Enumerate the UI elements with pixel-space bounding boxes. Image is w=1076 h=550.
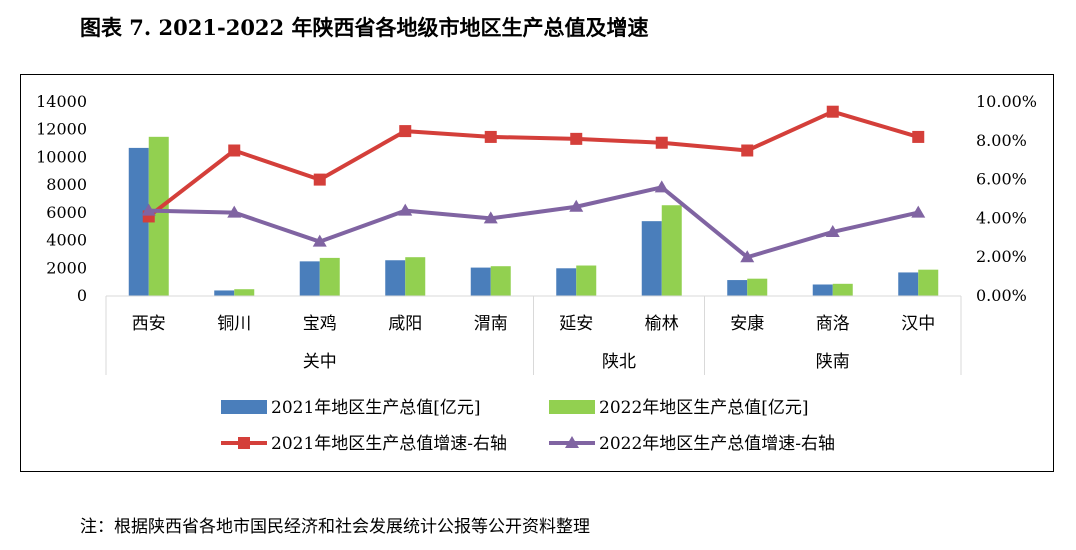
marker-2022-growth [398, 203, 413, 216]
category-label: 宝鸡 [303, 314, 337, 334]
marker-2021-growth [826, 105, 839, 118]
bar-2022 [661, 205, 682, 296]
left-axis-tick-label: 14000 [36, 92, 87, 111]
bar-2022 [576, 265, 597, 296]
bar-2022 [405, 257, 426, 296]
line-2021-growth [147, 109, 919, 219]
marker-2021-growth [741, 144, 754, 157]
marker-2021-growth [570, 132, 583, 145]
category-label: 安康 [730, 314, 764, 334]
right-axis-tick-label: 4.00% [976, 208, 1027, 227]
right-axis-tick-label: 0.00% [976, 286, 1027, 305]
legend-label: 2022年地区生产总值增速-右轴 [599, 434, 835, 454]
bar-2022 [319, 257, 340, 296]
combo-chart: 0 2000 4000 6000 8000 10000 12000 14000 0.00% 2.0… [36, 92, 1037, 454]
group-label: 关中 [303, 352, 337, 372]
left-axis-tick-label: 0 [77, 286, 87, 305]
bar-2022 [490, 266, 511, 296]
bar-2021 [470, 267, 491, 296]
group-label: 陕南 [816, 352, 850, 372]
category-label: 汉中 [901, 314, 935, 334]
marker-2021-growth [655, 136, 668, 149]
left-axis-tick-label: 6000 [46, 203, 87, 222]
left-axis-tick-label: 12000 [36, 120, 87, 139]
marker-2022-growth [740, 250, 755, 263]
marker-2022-growth [141, 203, 156, 216]
marker-2021-growth [228, 144, 241, 157]
bar-2021 [898, 272, 919, 296]
right-axis-tick-label: 2.00% [976, 247, 1027, 266]
category-label: 铜川 [217, 314, 251, 334]
legend-label: 2022年地区生产总值[亿元] [599, 398, 809, 418]
category-label: 商洛 [816, 314, 850, 334]
legend-label: 2021年地区生产总值[亿元] [271, 398, 481, 418]
right-axis-tick-label: 6.00% [976, 170, 1027, 189]
marker-2021-growth [399, 125, 412, 138]
marker-2022-growth [654, 180, 669, 193]
legend-swatch [221, 400, 267, 414]
bar-2022 [918, 269, 939, 296]
left-axis-tick-label: 4000 [46, 231, 87, 250]
legend-marker [238, 437, 250, 449]
bar-2021 [385, 260, 406, 296]
left-axis-tick-label: 10000 [36, 147, 87, 166]
marker-2021-growth [484, 130, 497, 143]
right-axis-tick-label: 8.00% [976, 131, 1027, 150]
bar-2021 [641, 221, 662, 296]
bar-2021 [299, 261, 320, 296]
chart-frame: 0 2000 4000 6000 8000 10000 12000 14000 0.00% 2.0… [20, 74, 1054, 472]
marker-2022-growth [911, 205, 926, 218]
bar-2022 [234, 289, 255, 296]
marker-2022-growth [825, 224, 840, 237]
group-label: 陕北 [602, 352, 636, 372]
bar-2022 [148, 136, 169, 296]
bar-2022 [747, 278, 768, 296]
chart-title: 图表 7. 2021-2022 年陕西省各地级市地区生产总值及增速 [80, 15, 649, 40]
marker-2022-growth [312, 234, 327, 247]
legend-swatch [549, 400, 595, 414]
bar-2021 [556, 268, 577, 296]
line-2022-growth [148, 185, 919, 260]
category-label: 延安 [559, 314, 593, 334]
category-label: 咸阳 [388, 314, 422, 334]
right-axis-tick-label: 10.00% [976, 92, 1037, 111]
marker-2021-growth [912, 130, 925, 143]
legend-label: 2021年地区生产总值增速-右轴 [271, 434, 507, 454]
category-label: 榆林 [645, 314, 679, 334]
marker-2022-growth [569, 199, 584, 212]
left-axis-tick-label: 2000 [46, 258, 87, 277]
bar-2021 [727, 280, 748, 296]
bar-2021 [214, 290, 235, 296]
category-label: 西安 [132, 314, 166, 334]
marker-2022-growth [227, 205, 242, 218]
left-axis-tick-label: 8000 [46, 175, 87, 194]
bar-2021 [128, 147, 149, 296]
legend-marker [565, 436, 579, 448]
bar-2021 [812, 284, 833, 296]
marker-2022-growth [483, 211, 498, 224]
bar-2022 [832, 283, 853, 296]
source-note: 注：根据陕西省各地市国民经济和社会发展统计公报等公开资料整理 [80, 517, 590, 537]
marker-2021-growth [313, 173, 326, 186]
category-label: 渭南 [474, 314, 508, 334]
